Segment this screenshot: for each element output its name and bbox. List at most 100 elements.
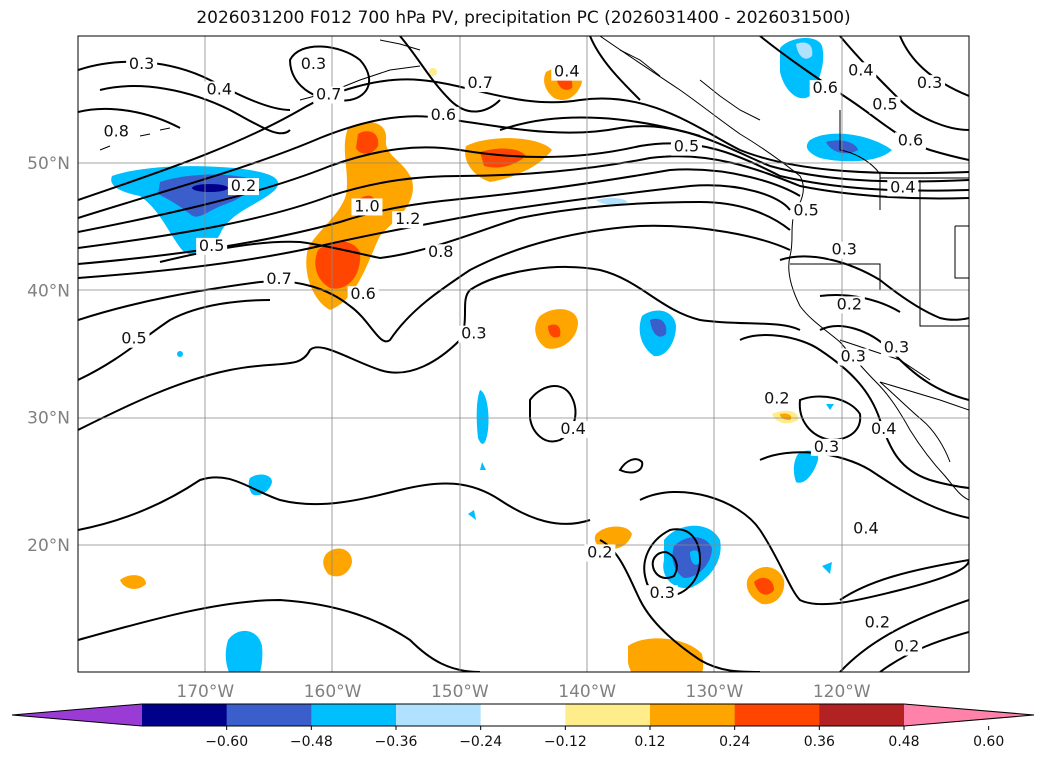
longitude-label: 170°W [176,682,234,702]
contour-label-bg [809,80,841,98]
map-frame [77,35,970,673]
contour-label-bg [868,421,900,439]
contour-label-bg [551,63,583,81]
contour-label: 0.2 [865,612,890,631]
colorbar-tick-label: −0.48 [290,734,333,750]
contour-label: 0.4 [871,419,896,438]
contour-label-bg [118,330,150,348]
contour-labels: 0.3 0.4 0.8 0.2 0.5 0.3 0.7 0.7 0.6 0.4 0.5 1.0 1.2 0… [100,54,946,656]
contour-label-bg [227,178,259,196]
contour-label: 0.5 [121,329,146,348]
contour-label-bg [458,325,490,343]
contour-label-bg [837,348,869,366]
longitude-tick-labels: 170°W 160°W 150°W 140°W 130°W 120°W [176,682,870,702]
colorbar-segment [480,704,566,726]
contour-label-bg [584,544,616,562]
contour-label-bg [833,296,865,314]
colorbar-tick-label: −0.24 [459,734,502,750]
contour-label-bg [891,638,923,656]
contour-label-bg [790,202,822,220]
contour-label: 0.8 [103,121,128,140]
contour-label: 0.4 [560,419,585,438]
precipitation-shading [111,37,892,672]
contour-label: 0.5 [674,137,699,156]
colorbar-tick-label: 0.36 [804,734,835,750]
contour-label: 0.3 [884,338,909,357]
contour-label: 0.6 [812,78,837,97]
contour-label: 0.7 [316,85,341,104]
contour-label: 0.3 [832,240,857,259]
contour-label: 0.2 [587,542,612,561]
contour-label-bg [196,237,228,255]
contour-label: 0.5 [199,236,224,255]
contour-label-bg [880,339,912,357]
contour-label-bg [427,106,459,124]
contour-label-bg [828,241,860,259]
contour-label-bg [203,81,235,99]
contour-label: 0.4 [890,177,915,196]
latitude-label: 20°N [27,536,70,556]
colorbar-tick-label: 0.24 [719,734,750,750]
colorbar: −0.60 −0.48 −0.36 −0.24 −0.12 0.12 0.24 0.36 0.4… [11,703,1035,750]
contour-label: 1.0 [354,196,379,215]
colorbar-segment [565,704,651,726]
latitude-tick-labels: 50°N 40°N 30°N 20°N [27,154,70,556]
contour-label: 0.7 [467,73,492,92]
contour-label: 0.3 [301,54,326,73]
contour-label-bg [887,179,919,197]
contour-label: 1.2 [395,209,420,228]
colorbar-segment [734,704,820,726]
contour-label-bg [263,270,295,288]
contour-label: 0.4 [848,60,873,79]
longitude-label: 160°W [304,682,362,702]
longitude-label: 150°W [431,682,489,702]
contour-label: 0.3 [917,73,942,92]
contour-label-bg [313,86,345,104]
contour-label: 0.5 [872,95,897,114]
contour-label: 0.2 [764,389,789,408]
longitude-label: 140°W [558,682,616,702]
colorbar-segment [819,704,905,726]
colorbar-tick-label: −0.12 [544,734,587,750]
graticule [78,36,969,672]
longitude-label: 130°W [686,682,744,702]
contour-label-bg [894,132,926,150]
contour-label-bg [850,520,882,538]
contour-label: 0.3 [129,54,154,73]
contour-label-bg [646,585,678,603]
contour-label: 0.8 [428,242,453,261]
colorbar-segment [226,704,312,726]
colorbar-segment [650,704,736,726]
contour-label: 0.2 [231,176,256,195]
contour-label: 0.2 [894,637,919,656]
contour-label-bg [347,286,379,304]
latitude-label: 30°N [27,409,70,429]
contour-label-bg [100,123,132,141]
contour-label-bg [914,75,946,93]
contour-label-bg [297,55,329,73]
colorbar-segment [311,704,397,726]
contour-label: 0.2 [837,294,862,313]
contour-label: 0.5 [793,200,818,219]
contour-label: 0.4 [853,518,878,537]
colorbar-tick-label: 0.48 [888,734,919,750]
contour-label-bg [557,421,589,439]
contour-label: 0.7 [266,269,291,288]
contour-label: 0.3 [814,437,839,456]
longitude-label: 120°W [813,682,871,702]
contour-label: 0.3 [461,324,486,343]
colorbar-tick-label: 0.12 [634,734,665,750]
colorbar-outline [11,703,1035,727]
contour-label-bg [810,438,842,456]
contour-label-bg [351,198,383,216]
contour-label-bg [861,614,893,632]
colorbar-extend-min [12,704,142,726]
contour-label: 0.6 [898,130,923,149]
pv-contours [78,36,969,672]
contour-label: 0.4 [207,79,232,98]
contour-label: 0.6 [350,284,375,303]
contour-label-bg [761,390,793,408]
contour-label-bg [869,96,901,114]
contour-label-bg [845,62,877,80]
